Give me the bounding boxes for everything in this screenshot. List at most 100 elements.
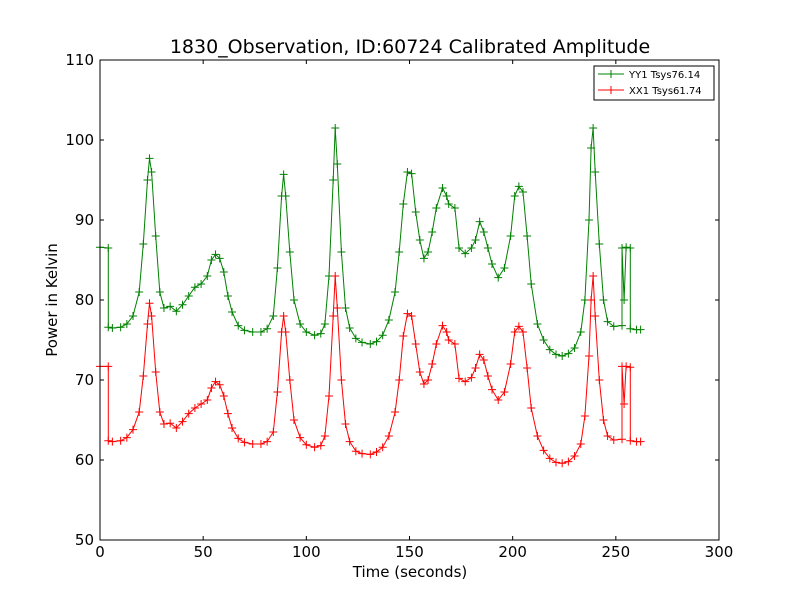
data-point bbox=[228, 308, 237, 316]
data-point bbox=[384, 316, 393, 324]
data-point bbox=[587, 144, 596, 152]
legend-item: YY1 Tsys76.14 bbox=[598, 70, 700, 81]
data-point bbox=[518, 188, 527, 196]
data-point bbox=[510, 328, 519, 336]
data-point bbox=[248, 440, 257, 448]
data-point bbox=[411, 340, 420, 348]
data-point bbox=[122, 320, 131, 328]
data-point bbox=[494, 273, 503, 282]
data-point bbox=[384, 432, 393, 440]
data-point bbox=[626, 436, 635, 445]
data-point bbox=[595, 240, 604, 248]
data-point bbox=[564, 457, 573, 466]
data-point bbox=[219, 392, 228, 400]
data-point bbox=[620, 296, 629, 304]
data-point bbox=[166, 302, 175, 311]
legend-box bbox=[593, 65, 715, 101]
data-point bbox=[580, 412, 589, 420]
data-point bbox=[223, 292, 232, 300]
data-point bbox=[281, 328, 290, 336]
data-point bbox=[488, 385, 497, 394]
data-point bbox=[116, 436, 125, 445]
data-point bbox=[331, 272, 340, 280]
data-point bbox=[256, 328, 265, 336]
y-tick-label: 80 bbox=[75, 291, 94, 309]
data-point bbox=[372, 337, 381, 346]
data-point bbox=[172, 307, 181, 316]
data-point bbox=[479, 228, 488, 236]
legend-marker bbox=[607, 86, 615, 94]
data-point bbox=[310, 331, 319, 340]
data-point bbox=[203, 396, 212, 404]
data-point bbox=[302, 328, 311, 336]
data-point bbox=[159, 420, 168, 428]
legend-label: XX1 Tsys61.74 bbox=[629, 86, 702, 97]
data-point bbox=[411, 208, 420, 216]
data-point bbox=[618, 321, 627, 330]
data-point bbox=[178, 417, 187, 426]
data-point bbox=[228, 424, 237, 432]
data-point bbox=[399, 332, 408, 340]
data-point bbox=[545, 454, 554, 463]
data-point bbox=[285, 376, 294, 384]
data-point bbox=[240, 438, 249, 447]
data-point bbox=[483, 244, 492, 252]
data-point bbox=[145, 299, 154, 308]
data-point bbox=[219, 268, 228, 276]
data-point bbox=[595, 376, 604, 384]
data-point bbox=[151, 368, 160, 376]
data-point bbox=[603, 317, 612, 326]
data-point bbox=[599, 296, 608, 304]
x-tick-label: 250 bbox=[602, 543, 631, 561]
data-point bbox=[506, 360, 515, 368]
x-tick-label: 0 bbox=[95, 543, 105, 561]
data-point bbox=[351, 334, 360, 343]
data-point bbox=[558, 459, 567, 468]
data-point bbox=[419, 254, 428, 263]
data-point bbox=[351, 447, 360, 456]
x-tick-label: 100 bbox=[292, 543, 321, 561]
data-point bbox=[450, 340, 459, 348]
data-point bbox=[551, 458, 560, 467]
series-2 bbox=[96, 272, 645, 468]
data-point bbox=[108, 437, 117, 446]
data-point bbox=[514, 322, 523, 331]
data-point bbox=[618, 244, 627, 252]
data-point bbox=[589, 124, 598, 132]
data-point bbox=[329, 312, 338, 320]
data-point bbox=[591, 312, 600, 320]
data-point bbox=[378, 443, 387, 452]
data-point bbox=[564, 349, 573, 358]
series-line bbox=[100, 275, 641, 464]
data-point bbox=[444, 336, 453, 344]
data-point bbox=[337, 248, 346, 256]
data-point bbox=[591, 168, 600, 176]
data-point bbox=[358, 449, 367, 458]
data-point bbox=[626, 244, 635, 252]
data-point bbox=[424, 376, 433, 384]
data-point bbox=[190, 404, 199, 412]
data-point bbox=[432, 340, 441, 348]
data-point bbox=[345, 437, 354, 446]
data-point bbox=[518, 328, 527, 336]
data-point bbox=[438, 184, 447, 192]
data-point bbox=[184, 409, 193, 418]
x-tick-label: 300 bbox=[705, 543, 734, 561]
data-point bbox=[341, 420, 350, 428]
y-tick-label: 50 bbox=[75, 531, 94, 549]
data-point bbox=[636, 325, 645, 334]
data-point bbox=[289, 296, 298, 304]
data-point bbox=[166, 419, 175, 428]
data-point bbox=[143, 320, 152, 328]
data-point bbox=[147, 312, 156, 320]
data-point bbox=[479, 356, 488, 364]
y-tick-label: 100 bbox=[65, 131, 94, 149]
data-point bbox=[395, 376, 404, 384]
data-point bbox=[129, 425, 138, 434]
data-point bbox=[172, 424, 181, 432]
data-point bbox=[618, 435, 627, 444]
data-point bbox=[203, 272, 212, 280]
data-point bbox=[296, 433, 305, 442]
data-point bbox=[391, 408, 400, 416]
